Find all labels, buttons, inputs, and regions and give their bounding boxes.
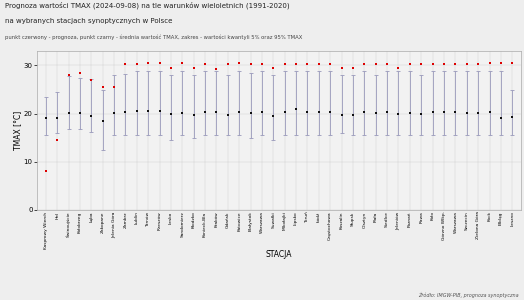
Point <box>167 65 175 70</box>
Point <box>440 62 448 67</box>
Point <box>337 112 346 117</box>
Point <box>190 65 198 70</box>
Point <box>349 65 357 70</box>
Point <box>292 106 300 111</box>
Text: Źródło: IMGW-PIB, prognoza synoptyczna: Źródło: IMGW-PIB, prognoza synoptyczna <box>418 292 519 298</box>
Point <box>280 62 289 67</box>
Point <box>87 113 95 118</box>
Point <box>144 61 152 65</box>
Point <box>337 65 346 70</box>
Point <box>383 110 391 115</box>
Point <box>372 62 380 67</box>
Point <box>144 109 152 114</box>
Point <box>326 62 334 67</box>
Point <box>440 110 448 115</box>
Point <box>394 111 402 116</box>
Point <box>383 62 391 67</box>
Point <box>224 112 232 117</box>
Point <box>326 109 334 114</box>
Point <box>178 110 187 115</box>
Point <box>303 62 312 67</box>
Point <box>212 110 221 115</box>
Point <box>429 62 437 67</box>
Point <box>53 116 61 121</box>
Point <box>41 169 50 174</box>
Point <box>451 110 460 115</box>
Point <box>474 111 482 116</box>
X-axis label: STACJA: STACJA <box>266 250 292 259</box>
Point <box>406 62 414 67</box>
Text: Prognoza wartości TMAX (2024-09-08) na tle warunków wieloletnich (1991-2020): Prognoza wartości TMAX (2024-09-08) na t… <box>5 2 290 9</box>
Point <box>133 62 141 67</box>
Point <box>269 65 278 70</box>
Point <box>53 138 61 142</box>
Point <box>235 61 244 65</box>
Point <box>485 110 494 115</box>
Point <box>429 110 437 115</box>
Point <box>156 61 164 65</box>
Point <box>121 110 129 115</box>
Point <box>463 62 471 67</box>
Point <box>485 61 494 65</box>
Point <box>303 110 312 115</box>
Point <box>451 62 460 67</box>
Point <box>201 110 209 115</box>
Point <box>178 61 187 65</box>
Point <box>360 62 368 67</box>
Point <box>167 111 175 116</box>
Point <box>110 85 118 89</box>
Point <box>349 112 357 117</box>
Point <box>212 67 221 72</box>
Point <box>190 112 198 117</box>
Point <box>269 114 278 118</box>
Point <box>508 61 517 65</box>
Point <box>64 110 73 115</box>
Y-axis label: TMAX [°C]: TMAX [°C] <box>13 111 22 150</box>
Point <box>292 62 300 67</box>
Point <box>235 110 244 115</box>
Point <box>258 110 266 115</box>
Point <box>201 62 209 67</box>
Point <box>280 110 289 115</box>
Point <box>121 62 129 67</box>
Point <box>497 116 505 120</box>
Point <box>314 62 323 67</box>
Point <box>76 70 84 75</box>
Point <box>246 111 255 116</box>
Point <box>76 110 84 115</box>
Point <box>406 110 414 115</box>
Point <box>41 116 50 121</box>
Point <box>156 109 164 114</box>
Point <box>246 62 255 67</box>
Text: na wybranych stacjach synoptycznych w Polsce: na wybranych stacjach synoptycznych w Po… <box>5 18 172 24</box>
Point <box>360 110 368 115</box>
Point <box>508 115 517 119</box>
Point <box>258 62 266 67</box>
Point <box>417 62 425 67</box>
Point <box>87 77 95 82</box>
Point <box>224 62 232 67</box>
Point <box>133 109 141 114</box>
Point <box>474 62 482 67</box>
Point <box>417 111 425 116</box>
Point <box>394 65 402 70</box>
Point <box>110 111 118 116</box>
Point <box>64 73 73 77</box>
Point <box>314 110 323 115</box>
Point <box>463 110 471 115</box>
Text: punkt czerwony - prognoza, punkt czarny - średnia wartość TMAX, zakres - wartośc: punkt czerwony - prognoza, punkt czarny … <box>5 34 303 40</box>
Point <box>99 118 107 123</box>
Point <box>372 110 380 115</box>
Point <box>497 61 505 65</box>
Point <box>99 85 107 89</box>
